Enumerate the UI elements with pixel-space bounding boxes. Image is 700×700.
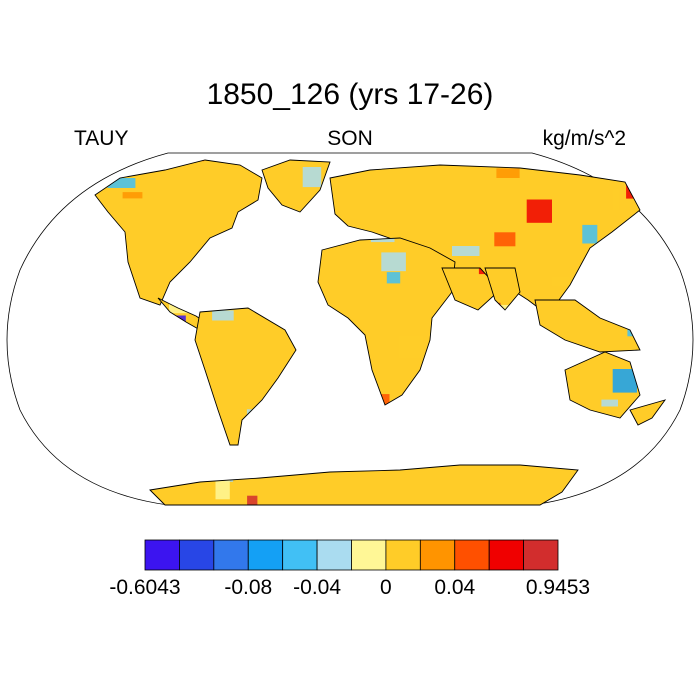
coastline xyxy=(317,237,456,406)
colorbar-swatch xyxy=(316,539,352,571)
greenland xyxy=(262,160,330,212)
eurasia xyxy=(330,165,640,315)
colorbar-label: -0.6043 xyxy=(109,576,180,599)
colorbar-swatch xyxy=(385,539,421,571)
coastline xyxy=(194,307,297,446)
colorbar-swatch xyxy=(454,539,490,571)
colorbar-swatch xyxy=(282,539,318,571)
coastline xyxy=(441,267,501,311)
colorbar-label: 0.04 xyxy=(434,576,475,599)
coastline xyxy=(534,299,641,353)
colorbar-label: -0.08 xyxy=(224,576,272,599)
colorbar-label: 0.9453 xyxy=(526,576,590,599)
colorbar-swatch xyxy=(351,539,387,571)
colorbar-swatch xyxy=(179,539,215,571)
season-label: SON xyxy=(327,127,373,150)
coastline xyxy=(149,464,579,506)
colorbar-swatch xyxy=(247,539,284,571)
colorbar-label: 0 xyxy=(380,576,392,599)
new-zealand xyxy=(630,400,665,425)
coastline xyxy=(261,159,331,213)
colorbar-label: -0.04 xyxy=(293,576,341,599)
coastline xyxy=(94,159,263,306)
colorbar-swatch xyxy=(213,539,249,571)
colorbar-swatch xyxy=(488,539,524,571)
coastline xyxy=(484,267,521,311)
units-label: kg/m/s^2 xyxy=(542,127,626,150)
colorbar-swatch xyxy=(144,539,180,571)
australia xyxy=(565,352,640,418)
land-field xyxy=(94,159,667,506)
colorbar-swatch xyxy=(523,539,559,571)
coastline xyxy=(564,351,641,419)
colorbar-swatch xyxy=(419,539,456,571)
coastline xyxy=(629,399,667,426)
variable-label: TAUY xyxy=(74,127,129,150)
plot-title: 1850_126 (yrs 17-26) xyxy=(206,78,494,111)
